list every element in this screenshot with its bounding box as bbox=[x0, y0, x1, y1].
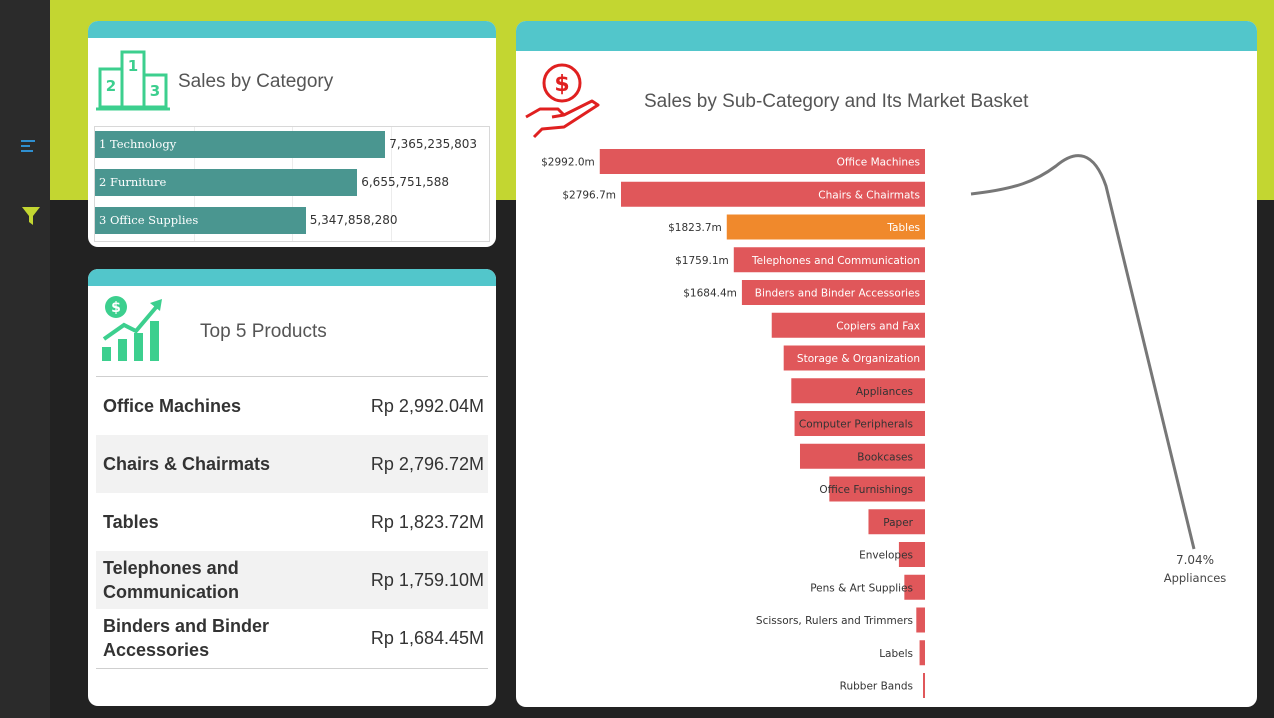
subcategory-card: $ Sales by Sub-Category and Its Market B… bbox=[516, 21, 1257, 707]
category-label: 3 Office Supplies bbox=[99, 213, 199, 227]
subcategory-bar[interactable] bbox=[923, 673, 925, 698]
subcategory-label: Telephones and Communication bbox=[751, 255, 920, 267]
subcategory-value-label: $2796.7m bbox=[562, 189, 616, 201]
subcategory-label: Tables bbox=[886, 222, 920, 234]
subcategory-label: Copiers and Fax bbox=[836, 320, 920, 332]
subcategory-label: Binders and Binder Accessories bbox=[755, 288, 920, 300]
product-name: Chairs & Chairmats bbox=[103, 453, 271, 474]
subcategory-bar[interactable] bbox=[898, 542, 925, 567]
subcategory-label: Office Machines bbox=[837, 157, 920, 169]
subcategory-bar[interactable] bbox=[904, 574, 925, 600]
subcategory-bar[interactable] bbox=[783, 345, 925, 371]
products-card-title: Top 5 Products bbox=[200, 321, 327, 342]
subcategory-label: Envelopes bbox=[859, 550, 913, 562]
subcategory-label: Storage & Organization bbox=[797, 353, 920, 365]
subcategory-label: Labels bbox=[879, 648, 913, 660]
product-value: Rp 1,684.45M bbox=[370, 627, 484, 648]
subcategory-bar[interactable] bbox=[829, 476, 925, 502]
product-name: Tables bbox=[103, 511, 159, 532]
subcategory-value-label: $2992.0m bbox=[541, 157, 595, 169]
sidebar bbox=[0, 0, 50, 718]
category-value-label: 5,347,858,280 bbox=[309, 213, 398, 227]
subcategory-chart-svg: Office Machines $2992.0m Chairs & Chairmat… bbox=[541, 149, 1227, 698]
category-value-label: 7,365,235,803 bbox=[389, 137, 477, 151]
subcategory-bar[interactable] bbox=[599, 149, 925, 174]
subcategory-bar[interactable] bbox=[794, 411, 925, 436]
menu-lines-icon[interactable] bbox=[20, 138, 38, 158]
product-row: Telephones and Communication Rp 1,759.10… bbox=[96, 551, 488, 609]
sales-by-category-card: 1 2 3 Sales by Category 1 Technology 7,36… bbox=[88, 21, 496, 247]
dollar-growth-icon: $ bbox=[98, 295, 168, 369]
product-value: Rp 2,992.04M bbox=[370, 395, 484, 416]
subcategory-bar[interactable] bbox=[799, 443, 925, 469]
subcategory-label: Scissors, Rulers and Trimmers bbox=[756, 615, 913, 627]
subcategory-bar[interactable] bbox=[919, 640, 925, 666]
product-name: Binders and Binder Accessories bbox=[103, 615, 270, 660]
svg-text:2: 2 bbox=[106, 77, 116, 95]
subcategory-bar[interactable] bbox=[741, 280, 925, 305]
card-accent-strip bbox=[516, 21, 1257, 51]
subcategory-bar[interactable] bbox=[791, 378, 925, 404]
product-value: Rp 2,796.72M bbox=[370, 453, 484, 474]
category-bar: 3 Office Supplies bbox=[95, 207, 306, 234]
subcategory-bar-chart: Office Machines $2992.0m Chairs & Chairmat… bbox=[516, 21, 1257, 707]
product-row: Binders and Binder Accessories Rp 1,684.… bbox=[96, 609, 488, 667]
category-label: 1 Technology bbox=[99, 137, 177, 151]
category-bar-row[interactable]: 1 Technology 7,365,235,803 bbox=[95, 131, 489, 158]
subcategory-label: Paper bbox=[883, 517, 913, 529]
svg-text:$: $ bbox=[111, 300, 121, 316]
product-row: Tables Rp 1,823.72M bbox=[96, 493, 488, 551]
subcategory-bar[interactable] bbox=[916, 607, 925, 633]
svg-text:$: $ bbox=[554, 72, 569, 97]
svg-text:3: 3 bbox=[150, 82, 160, 100]
product-value: Rp 1,823.72M bbox=[370, 511, 484, 532]
category-bar-chart: 1 Technology 7,365,235,803 2 Furniture 6,65… bbox=[94, 126, 490, 242]
annotation-label: Appliances bbox=[1164, 571, 1227, 585]
category-value-label: 6,655,751,588 bbox=[361, 175, 450, 189]
gridline bbox=[390, 127, 392, 241]
category-card-title: Sales by Category bbox=[178, 71, 334, 92]
subcategory-card-title: Sales by Sub-Category and Its Market Bas… bbox=[644, 91, 1029, 112]
subcategory-bar[interactable] bbox=[771, 312, 925, 338]
subcategory-label: Bookcases bbox=[857, 451, 913, 463]
products-bottom-divider bbox=[96, 668, 488, 669]
product-name: Telephones and Communication bbox=[103, 557, 240, 602]
market-basket-curve bbox=[970, 154, 1196, 550]
subcategory-label: Chairs & Chairmats bbox=[818, 189, 920, 201]
product-value: Rp 1,759.10M bbox=[370, 569, 484, 590]
subcategory-value-label: $1759.1m bbox=[675, 255, 729, 267]
card-accent-strip bbox=[88, 269, 496, 286]
subcategory-value-label: $1684.4m bbox=[683, 288, 737, 300]
subcategory-label: Appliances bbox=[856, 386, 913, 398]
category-bar: 2 Furniture bbox=[95, 169, 358, 196]
category-label: 2 Furniture bbox=[99, 175, 167, 189]
subcategory-label: Office Furnishings bbox=[819, 484, 913, 496]
category-bar-row[interactable]: 3 Office Supplies 5,347,858,280 bbox=[95, 207, 489, 234]
subcategory-bar[interactable] bbox=[620, 181, 925, 207]
subcategory-bar[interactable] bbox=[733, 247, 925, 273]
category-bar-row[interactable]: 2 Furniture 6,655,751,588 bbox=[95, 169, 489, 196]
hand-money-icon: $ bbox=[522, 61, 602, 145]
product-row: Chairs & Chairmats Rp 2,796.72M bbox=[96, 435, 488, 493]
products-top-divider bbox=[96, 376, 488, 377]
subcategory-label: Rubber Bands bbox=[840, 681, 913, 693]
subcategory-label: Computer Peripherals bbox=[799, 419, 913, 431]
subcategory-bar[interactable] bbox=[868, 509, 925, 535]
category-bar: 1 Technology bbox=[95, 131, 386, 158]
card-accent-strip bbox=[88, 21, 496, 38]
product-row: Office Machines Rp 2,992.04M bbox=[96, 377, 488, 435]
annotation-percent: 7.04% bbox=[1176, 553, 1214, 567]
podium-icon: 1 2 3 bbox=[94, 47, 172, 117]
product-name: Office Machines bbox=[103, 395, 242, 416]
funnel-icon[interactable] bbox=[21, 205, 41, 231]
subcategory-value-label: $1823.7m bbox=[668, 222, 722, 234]
svg-text:1: 1 bbox=[128, 57, 138, 75]
subcategory-label: Pens & Art Supplies bbox=[810, 582, 913, 594]
subcategory-bar[interactable] bbox=[726, 214, 925, 240]
